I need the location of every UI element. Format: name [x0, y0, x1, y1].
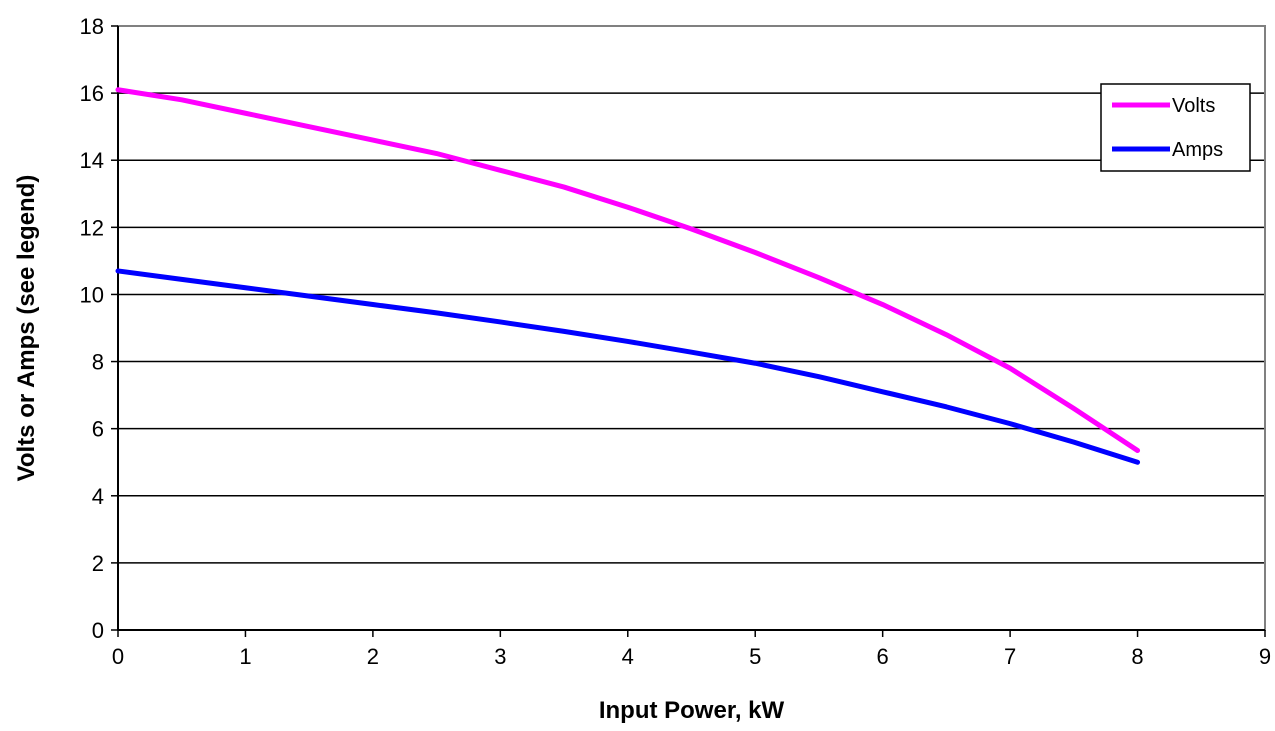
legend-label-amps: Amps	[1172, 139, 1223, 161]
y-tick-label: 12	[80, 215, 104, 240]
x-tick-label: 1	[239, 644, 251, 669]
y-tick-label: 0	[92, 618, 104, 643]
y-tick-label: 10	[80, 282, 104, 307]
x-tick-label: 9	[1259, 644, 1271, 669]
x-tick-label: 8	[1131, 644, 1143, 669]
plot-area	[117, 25, 1266, 631]
x-axis-title: Input Power, kW	[599, 697, 785, 724]
x-tick-label: 0	[112, 644, 124, 669]
series-line-volts	[115, 87, 1141, 453]
y-tick-label: 8	[92, 350, 104, 375]
y-axis-title: Volts or Amps (see legend)	[13, 175, 40, 482]
x-tick-label: 4	[622, 644, 634, 669]
x-tick-label: 2	[367, 644, 379, 669]
legend-box	[1100, 83, 1251, 172]
x-tick-label: 5	[749, 644, 761, 669]
x-tick-label: 7	[1004, 644, 1016, 669]
legend-label-volts: Volts	[1172, 95, 1215, 117]
y-tick-label: 4	[92, 484, 104, 509]
x-tick-label: 3	[494, 644, 506, 669]
y-tick-label: 2	[92, 551, 104, 576]
legend: Volts Amps	[1100, 83, 1251, 172]
series-line-amps	[115, 268, 1141, 465]
series-lines	[115, 87, 1141, 465]
y-tick-label: 14	[80, 148, 104, 173]
x-tick-label: 6	[877, 644, 889, 669]
y-tick-label: 18	[80, 14, 104, 39]
y-tick-label: 16	[80, 81, 104, 106]
y-tick-label: 6	[92, 417, 104, 442]
